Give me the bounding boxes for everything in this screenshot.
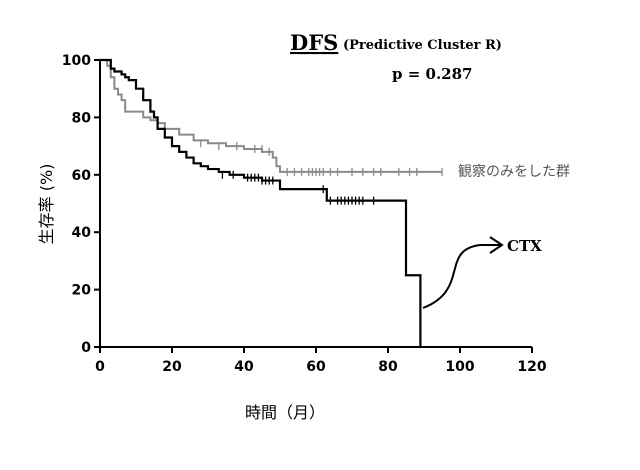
y-axis-label: 生存率 (%) [37, 164, 56, 245]
x-axis-label: 時間（月） [245, 403, 325, 422]
y-tick-label: 80 [72, 110, 92, 126]
x-tick-label: 20 [162, 359, 182, 375]
y-tick-label: 60 [72, 168, 92, 184]
y-tick-label: 0 [81, 340, 91, 356]
series-layer [100, 60, 442, 347]
p-value-annotation: p = 0.287 [392, 65, 472, 83]
chart-subtitle: (Predictive Cluster R) [343, 38, 502, 53]
x-tick-label: 40 [234, 359, 254, 375]
series-line-ctx [100, 60, 420, 347]
axes: 0 20 40 60 80 100 0 20 40 60 80 100 120 [62, 53, 547, 375]
x-tick-label: 80 [378, 359, 398, 375]
y-tick-label: 40 [72, 225, 92, 241]
legend-label-observation: 観察のみをした群 [458, 163, 570, 180]
legend-label-ctx: CTX [507, 237, 542, 255]
km-chart: DFS (Predictive Cluster R) p = 0.287 0 20… [0, 0, 640, 470]
y-tick-label: 100 [62, 53, 91, 69]
x-tick-label: 100 [445, 359, 474, 375]
x-tick-label: 120 [517, 359, 546, 375]
x-tick-label: 0 [95, 359, 105, 375]
x-tick-label: 60 [306, 359, 326, 375]
y-tick-label: 20 [72, 283, 92, 299]
ctx-arrow [423, 245, 500, 308]
series-line-observation [100, 60, 442, 172]
chart-title: DFS [290, 30, 338, 55]
